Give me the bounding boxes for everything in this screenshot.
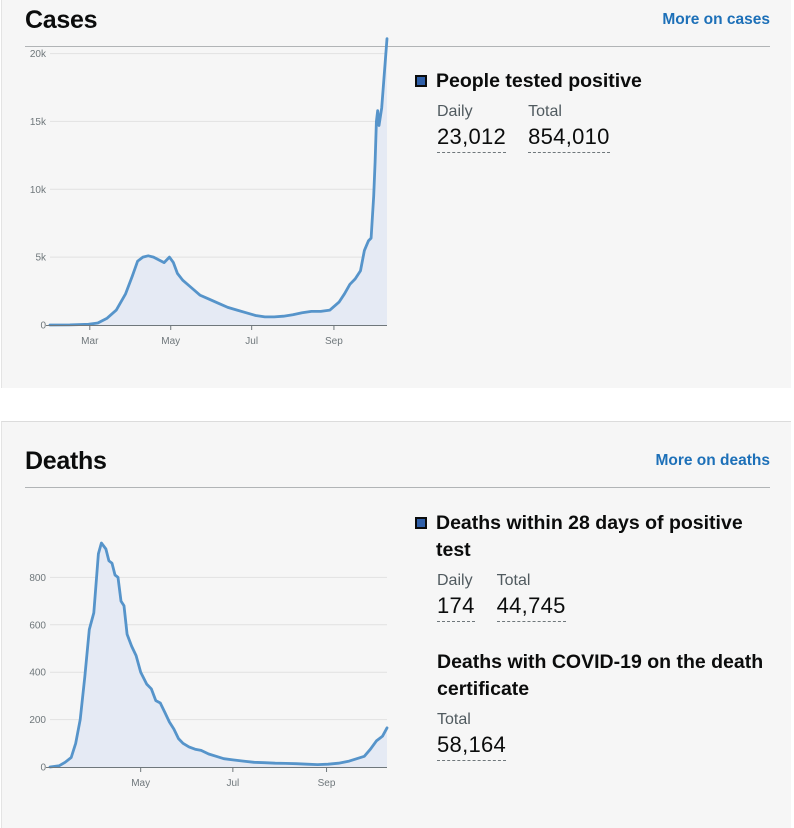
cases-daily: Daily 23,012 bbox=[437, 103, 507, 153]
x-tick-label: Jul bbox=[226, 778, 239, 789]
cases-daily-value[interactable]: 23,012 bbox=[437, 123, 507, 153]
deaths-stats-2: Total 58,164 bbox=[437, 711, 777, 761]
cases-title: Cases bbox=[25, 6, 98, 34]
deaths-card: Deaths More on deaths 0 200 400 600 800 May Ju… bbox=[1, 421, 791, 828]
deaths-daily-value[interactable]: 174 bbox=[437, 592, 475, 622]
deaths-metric-1: Deaths within 28 days of positive test D… bbox=[415, 510, 766, 622]
cases-stats: Daily 23,012 Total 854,010 bbox=[437, 103, 766, 153]
deaths-metric-1-label: Deaths within 28 days of positive test bbox=[436, 512, 743, 561]
series-area bbox=[50, 38, 387, 325]
y-tick-label: 400 bbox=[29, 668, 46, 679]
cases-metric: People tested positive Daily 23,012 Tota… bbox=[415, 68, 766, 153]
more-on-cases-link[interactable]: More on cases bbox=[662, 11, 770, 28]
deaths-divider bbox=[25, 487, 770, 488]
cases-total-value[interactable]: 854,010 bbox=[528, 123, 610, 153]
y-tick-label: 10k bbox=[30, 185, 47, 196]
series-line bbox=[48, 541, 389, 769]
deaths-title: Deaths bbox=[25, 447, 107, 475]
deaths-metric-2-label: Deaths with COVID-19 on the death certif… bbox=[437, 651, 764, 700]
x-tick-label: Mar bbox=[81, 336, 99, 347]
y-tick-label: 5k bbox=[35, 253, 47, 264]
x-tick-label: Jul bbox=[245, 336, 258, 347]
deaths-daily: Daily 174 bbox=[437, 572, 475, 622]
deaths-certificate-total: Total 58,164 bbox=[437, 711, 507, 761]
cases-metric-heading: People tested positive bbox=[415, 68, 766, 95]
y-tick-label: 20k bbox=[30, 49, 47, 60]
series-line bbox=[48, 37, 389, 327]
cases-daily-label: Daily bbox=[437, 103, 473, 120]
cases-divider bbox=[25, 46, 770, 47]
cases-card: Cases More on cases 0 5k 10k 15k 20k Mar May Ju… bbox=[1, 0, 791, 388]
series-area bbox=[50, 543, 387, 767]
deaths-total-label: Total bbox=[496, 572, 531, 589]
y-tick-label: 15k bbox=[30, 117, 47, 128]
y-tick-label: 0 bbox=[40, 321, 46, 332]
deaths-total-value[interactable]: 44,745 bbox=[496, 592, 566, 622]
cases-total-label: Total bbox=[528, 103, 562, 120]
deaths-certificate-total-value[interactable]: 58,164 bbox=[437, 731, 507, 761]
deaths-daily-label: Daily bbox=[437, 572, 473, 589]
x-tick-label: May bbox=[161, 336, 180, 347]
deaths-certificate-total-label: Total bbox=[437, 711, 471, 728]
deaths-total: Total 44,745 bbox=[496, 572, 566, 622]
legend-square-icon bbox=[415, 517, 427, 529]
deaths-stats-1: Daily 174 Total 44,745 bbox=[437, 572, 766, 622]
cases-metric-label: People tested positive bbox=[436, 70, 642, 92]
y-tick-label: 600 bbox=[29, 620, 46, 631]
legend-square-icon bbox=[415, 75, 427, 87]
more-on-deaths-link[interactable]: More on deaths bbox=[655, 452, 770, 469]
deaths-chart: 0 200 400 600 800 May Jul Sep bbox=[29, 541, 389, 789]
y-tick-label: 800 bbox=[29, 573, 46, 584]
deaths-metric-2: Deaths with COVID-19 on the death certif… bbox=[415, 649, 777, 761]
x-tick-label: Sep bbox=[318, 778, 336, 789]
deaths-metric-1-heading: Deaths within 28 days of positive test bbox=[415, 510, 766, 564]
x-tick-label: Sep bbox=[325, 336, 343, 347]
y-tick-label: 0 bbox=[40, 763, 46, 774]
cases-chart: 0 5k 10k 15k 20k Mar May Jul Sep bbox=[30, 37, 389, 347]
x-tick-label: May bbox=[131, 778, 150, 789]
y-tick-label: 200 bbox=[29, 715, 46, 726]
cases-total: Total 854,010 bbox=[528, 103, 610, 153]
